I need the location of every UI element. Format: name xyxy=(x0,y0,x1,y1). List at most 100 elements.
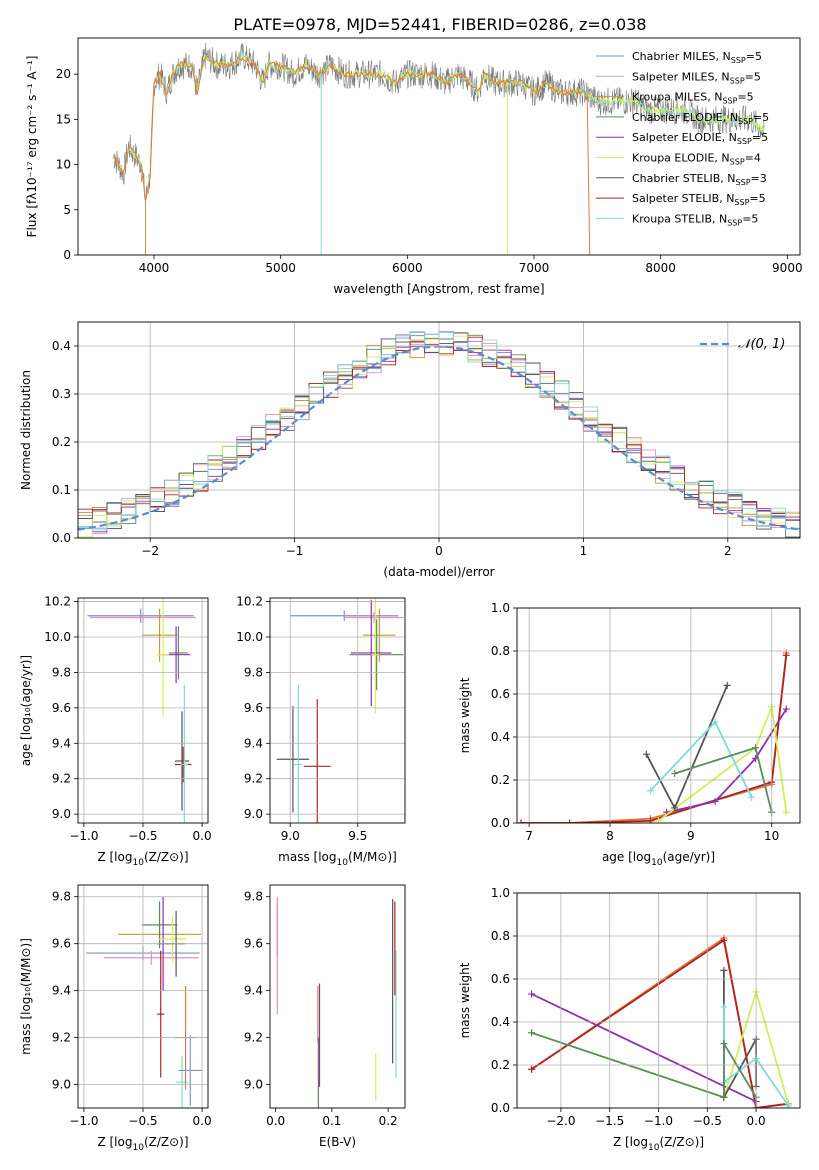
y-tick-label: 0.2 xyxy=(52,435,71,449)
y-tick-label: 9.6 xyxy=(244,701,263,715)
y-axis-label: mass weight xyxy=(458,962,472,1038)
x-tick-label: 7000 xyxy=(519,261,550,275)
mass-vs-Z-plot-area xyxy=(86,896,203,1108)
y-tick-label: 1.0 xyxy=(491,886,510,900)
mass-weight-marker xyxy=(720,1040,728,1047)
x-tick-label: 7 xyxy=(525,829,533,843)
x-tick-label: 4000 xyxy=(139,261,170,275)
mass-weight-marker xyxy=(528,1029,536,1037)
mass-vs-EBV-plot-area xyxy=(276,896,397,1108)
mass-weight-line xyxy=(521,655,788,823)
y-tick-label: 9.8 xyxy=(52,890,71,904)
spectrum-legend: Chabrier MILES, NSSP=5 Salpeter MILES, NS… xyxy=(596,50,769,227)
x-tick-label: −1.5 xyxy=(595,1114,624,1128)
mass-weight-marker xyxy=(720,966,728,974)
panel-age-vs-Z: −1.0 −0.5 0.0 9.0 9.2 9.4 9.6 9.8 10.0 10.2 Z [log… xyxy=(19,595,212,868)
panel-residuals: −2 −1 0 1 2 0.0 0.1 0.2 0.3 0.4 (data-model)/error… xyxy=(19,321,801,579)
y-tick-label: 0.6 xyxy=(491,972,510,986)
x-tick-label: −1 xyxy=(286,544,304,558)
y-tick-label: 9.6 xyxy=(244,937,263,951)
y-tick-label: 10.0 xyxy=(44,630,71,644)
x-tick-label: 9 xyxy=(687,829,695,843)
mass-weight-marker xyxy=(720,1093,728,1101)
y-tick-label: 0 xyxy=(63,248,71,262)
mass-weight-marker xyxy=(671,770,679,778)
y-tick-label: 0.2 xyxy=(491,1058,510,1072)
panel-spectrum: 4000 5000 6000 7000 8000 9000 0 5 10 15 20 waveleng… xyxy=(25,37,803,296)
y-tick-label: 0.0 xyxy=(491,816,510,830)
spectrum-frame xyxy=(77,37,801,256)
mass-vs-Z-frame xyxy=(77,884,209,1109)
legend-entry: Kroupa MILES, NSSP=5 xyxy=(632,91,754,106)
y-tick-label: 9.0 xyxy=(52,1078,71,1092)
y-axis-label: mass [log₁₀(M/M⊙)] xyxy=(19,938,33,1055)
massweight-vs-age-frame xyxy=(516,607,801,824)
y-tick-label: 1.0 xyxy=(491,601,510,615)
mass-weight-line xyxy=(531,993,757,1103)
y-tick-label: 9.2 xyxy=(52,772,71,786)
mass-weight-marker xyxy=(782,651,790,659)
x-tick-label: 0.0 xyxy=(193,1114,212,1128)
y-tick-label: 9.8 xyxy=(52,665,71,679)
x-tick-label: −0.5 xyxy=(128,1114,157,1128)
panel-mass-vs-Z: −1.0 −0.5 0.0 9.0 9.2 9.4 9.6 9.8 Z [log10(Z/Z⊙)… xyxy=(19,884,212,1153)
x-axis-label: wavelength [Angstrom, rest frame] xyxy=(333,282,544,296)
mass-weight-marker xyxy=(646,817,654,823)
y-tick-label: 9.8 xyxy=(244,665,263,679)
y-tick-label: 10.0 xyxy=(236,630,263,644)
age-vs-Z-plot-area xyxy=(87,598,197,823)
mass-weight-line xyxy=(521,653,788,823)
mass-weight-marker xyxy=(528,1065,536,1073)
y-tick-label: 0.4 xyxy=(491,1015,510,1029)
x-tick-label: 8 xyxy=(606,829,614,843)
y-tick-label: 0.8 xyxy=(491,929,510,943)
x-tick-label: 6000 xyxy=(392,261,423,275)
y-tick-label: 10.2 xyxy=(236,595,263,609)
x-tick-label: −2 xyxy=(141,544,159,558)
mass-weight-marker xyxy=(782,705,790,713)
x-tick-label: −0.5 xyxy=(128,829,157,843)
y-tick-label: 0.4 xyxy=(491,730,510,744)
x-tick-label: −2.0 xyxy=(546,1114,575,1128)
x-tick-label: 1 xyxy=(580,544,588,558)
y-tick-label: 9.0 xyxy=(244,1078,263,1092)
y-tick-label: 0.6 xyxy=(491,687,510,701)
spectrum-plot-area xyxy=(113,43,765,255)
mass-weight-line xyxy=(531,938,789,1108)
y-tick-label: 10 xyxy=(56,158,71,172)
x-tick-label: 10 xyxy=(764,829,779,843)
y-tick-label: 9.0 xyxy=(244,807,263,821)
massweight-vs-Z-plot-area xyxy=(528,934,792,1108)
legend-entry: Salpeter MILES, NSSP=5 xyxy=(632,70,761,85)
y-tick-label: 9.6 xyxy=(52,701,71,715)
y-tick-label: 0.4 xyxy=(52,339,71,353)
mass-weight-line xyxy=(645,685,729,811)
residuals-frame xyxy=(77,321,801,539)
y-tick-label: 9.4 xyxy=(244,984,263,998)
x-tick-label: 5000 xyxy=(265,261,296,275)
age-vs-mass-plot-area xyxy=(276,598,404,823)
y-tick-label: 0.3 xyxy=(52,387,71,401)
x-tick-label: 0.0 xyxy=(193,829,212,843)
y-tick-label: 9.4 xyxy=(52,984,71,998)
y-tick-label: 5 xyxy=(63,203,71,217)
mass-weight-marker xyxy=(566,819,574,823)
x-tick-label: 9000 xyxy=(772,261,803,275)
age-vs-mass-frame xyxy=(269,597,406,824)
y-tick-label: 9.2 xyxy=(244,772,263,786)
mass-weight-marker xyxy=(782,808,790,816)
x-axis-label: Z [log10(Z/Z⊙)] xyxy=(97,850,188,868)
mass-weight-marker xyxy=(752,744,760,752)
x-axis-label: Z [log10(Z/Z⊙)] xyxy=(97,1135,188,1153)
legend-entry: Salpeter STELIB, NSSP=5 xyxy=(632,192,766,207)
panel-massweight-vs-age: 7 8 9 10 0.0 0.2 0.4 0.6 0.8 1.0 age [log10(age/yr… xyxy=(458,601,801,868)
y-tick-label: 10.2 xyxy=(44,595,71,609)
y-axis-label: Flux [fλ10⁻¹⁷ erg cm⁻² s⁻¹ A⁻¹] xyxy=(25,56,39,238)
x-axis-label: (data-model)/error xyxy=(383,565,494,579)
panel-mass-vs-EBV: 0.0 0.1 0.2 9.0 9.2 9.4 9.6 9.8 E(B-V) xyxy=(244,884,406,1149)
y-axis-label: age [log₁₀(age/yr)] xyxy=(19,655,33,766)
age-vs-Z-frame xyxy=(77,597,209,824)
mass-weight-line xyxy=(657,703,788,822)
y-tick-label: 15 xyxy=(56,112,71,126)
